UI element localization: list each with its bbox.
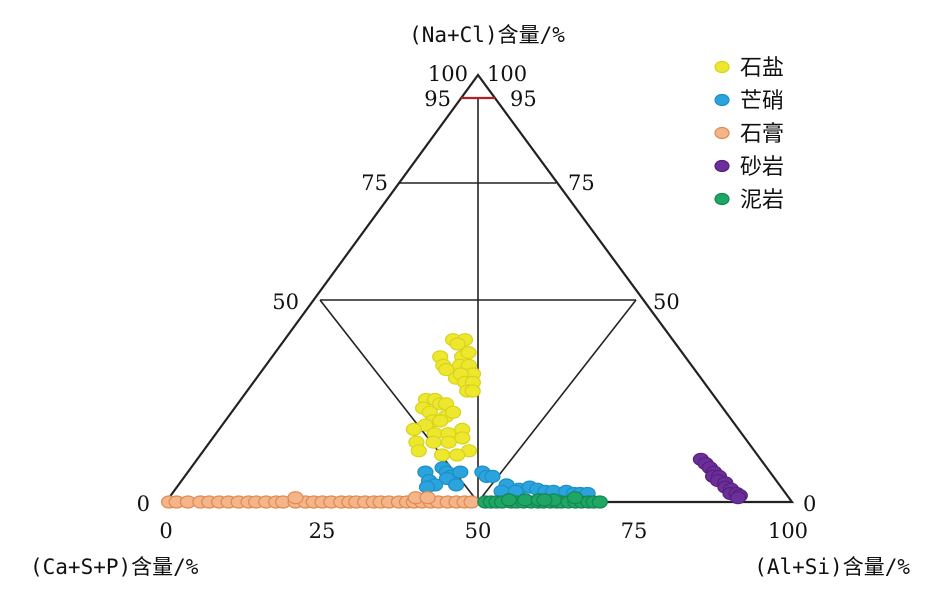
data-point bbox=[448, 478, 465, 492]
data-point bbox=[287, 491, 304, 505]
legend-marker bbox=[714, 126, 730, 140]
left-tick-0: 0 bbox=[137, 492, 150, 516]
legend-marker bbox=[714, 192, 730, 206]
data-point bbox=[516, 493, 534, 507]
data-point bbox=[591, 495, 608, 509]
right-tick-0: 0 bbox=[803, 492, 816, 516]
right-axis-label: (Al+Si)含量/% bbox=[754, 555, 910, 579]
right-tick-95: 95 bbox=[510, 87, 537, 111]
legend-marker bbox=[714, 159, 730, 173]
base-tick-25: 25 bbox=[309, 519, 336, 543]
series-5 bbox=[477, 491, 608, 509]
apex-tick-left: 100 bbox=[428, 62, 468, 86]
series-1 bbox=[405, 333, 482, 462]
base-tick-100: 100 bbox=[768, 519, 808, 543]
right-tick-50: 50 bbox=[653, 290, 680, 314]
base-tick-50: 50 bbox=[465, 519, 492, 543]
data-point bbox=[432, 414, 449, 428]
legend-label: 石盐 bbox=[740, 56, 784, 81]
data-point bbox=[454, 431, 471, 445]
legend-label: 石膏 bbox=[740, 122, 784, 147]
data-point bbox=[445, 405, 462, 419]
data-point bbox=[434, 448, 451, 462]
left-axis-label: (Ca+S+P)含量/% bbox=[30, 555, 199, 579]
legend-label: 砂岩 bbox=[740, 155, 784, 180]
data-point bbox=[566, 491, 584, 505]
data-point bbox=[463, 495, 480, 509]
data-point bbox=[449, 337, 466, 351]
data-point bbox=[425, 435, 442, 449]
series-2 bbox=[417, 461, 596, 501]
data-point bbox=[536, 493, 553, 507]
data-point bbox=[484, 469, 501, 483]
legend-label: 芒硝 bbox=[740, 89, 784, 114]
apex-tick-right: 100 bbox=[487, 62, 527, 86]
ternary-frame bbox=[163, 73, 795, 504]
left-tick-50: 50 bbox=[272, 290, 299, 314]
base-tick-75: 75 bbox=[621, 519, 648, 543]
data-point bbox=[460, 346, 477, 360]
base-tick-0: 0 bbox=[159, 519, 172, 543]
top-axis-label: (Na+Cl)含量/% bbox=[409, 23, 565, 47]
data-point bbox=[438, 363, 455, 377]
legend-marker bbox=[714, 93, 730, 107]
series-4 bbox=[692, 452, 748, 505]
right-tick-75: 75 bbox=[568, 171, 595, 195]
data-point bbox=[729, 491, 747, 505]
legend-label: 泥岩 bbox=[740, 188, 784, 213]
legend-marker bbox=[714, 60, 730, 74]
data-point bbox=[449, 448, 466, 462]
left-tick-95: 95 bbox=[424, 87, 451, 111]
data-point bbox=[440, 435, 457, 449]
data-point bbox=[464, 384, 481, 398]
data-points bbox=[161, 333, 748, 509]
data-point bbox=[405, 422, 422, 436]
data-point bbox=[500, 493, 517, 507]
data-point bbox=[410, 444, 427, 458]
left-tick-75: 75 bbox=[361, 171, 388, 195]
data-point bbox=[452, 465, 469, 479]
series-3 bbox=[161, 491, 480, 509]
inner-diagonal-right bbox=[477, 299, 637, 503]
data-point bbox=[419, 491, 436, 505]
